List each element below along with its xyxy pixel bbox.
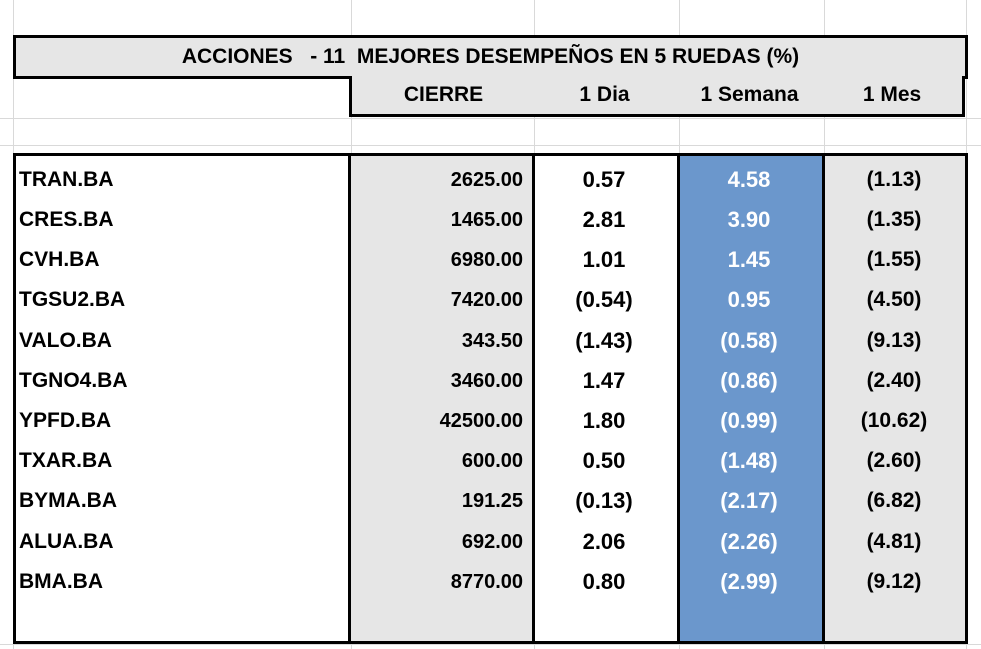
- day-cell: 2.81: [582, 207, 626, 232]
- month-cell: (1.55): [866, 248, 922, 271]
- ticker-cell: BMA.BA: [19, 570, 103, 593]
- day-cell: 0.57: [582, 167, 626, 192]
- header-week[interactable]: 1 Semana: [677, 76, 825, 117]
- header-day[interactable]: 1 Dia: [532, 76, 680, 117]
- column-divider: [822, 156, 825, 641]
- column-divider: [348, 156, 351, 641]
- month-cell: (2.40): [866, 369, 922, 392]
- week-cell: 1.45: [727, 247, 771, 272]
- ticker-cell: CVH.BA: [19, 248, 100, 271]
- week-cell: (2.26): [720, 529, 778, 554]
- day-cell: (0.54): [575, 287, 633, 312]
- table-row[interactable]: BMA.BA 8770.00 0.80 (2.99) (9.12): [16, 562, 965, 602]
- month-cell: (1.35): [866, 208, 922, 231]
- ticker-cell: VALO.BA: [19, 329, 112, 352]
- table-row[interactable]: TRAN.BA 2625.00 0.57 4.58 (1.13): [16, 160, 965, 200]
- day-cell: 0.80: [582, 569, 626, 594]
- data-frame: [13, 153, 968, 644]
- day-cell: (0.13): [575, 488, 633, 513]
- month-cell: (9.13): [866, 329, 922, 352]
- week-cell: (2.99): [720, 569, 778, 594]
- day-cell: 0.50: [582, 448, 626, 473]
- table-row[interactable]: TGNO4.BA 3460.00 1.47 (0.86) (2.40): [16, 361, 965, 401]
- table-row[interactable]: CVH.BA 6980.00 1.01 1.45 (1.55): [16, 240, 965, 280]
- month-cell: (1.13): [866, 168, 922, 191]
- table-row[interactable]: TXAR.BA 600.00 0.50 (1.48) (2.60): [16, 441, 965, 481]
- close-cell: 1465.00: [450, 208, 523, 231]
- close-cell: 692.00: [461, 530, 523, 553]
- table-row[interactable]: ALUA.BA 692.00 2.06 (2.26) (4.81): [16, 522, 965, 562]
- close-cell: 191.25: [461, 489, 523, 512]
- week-cell: 4.58: [727, 167, 771, 192]
- column-divider: [532, 156, 535, 641]
- gridline: [0, 118, 981, 119]
- ticker-cell: TXAR.BA: [19, 449, 113, 472]
- header-month[interactable]: 1 Mes: [822, 76, 965, 117]
- column-divider: [677, 156, 680, 641]
- week-cell: (0.86): [720, 368, 778, 393]
- month-column-bg: [824, 156, 965, 641]
- week-cell: 3.90: [727, 207, 771, 232]
- day-cell: 2.06: [582, 529, 626, 554]
- day-cell: 1.01: [582, 247, 626, 272]
- table-row[interactable]: TGSU2.BA 7420.00 (0.54) 0.95 (4.50): [16, 280, 965, 320]
- month-cell: (10.62): [860, 409, 928, 432]
- table-row[interactable]: CRES.BA 1465.00 2.81 3.90 (1.35): [16, 200, 965, 240]
- gridline: [0, 644, 981, 645]
- close-cell: 343.50: [461, 329, 523, 352]
- ticker-cell: TGSU2.BA: [19, 288, 126, 311]
- table-row[interactable]: BYMA.BA 191.25 (0.13) (2.17) (6.82): [16, 481, 965, 521]
- table-title: ACCIONES - 11 MEJORES DESEMPEÑOS EN 5 RU…: [13, 35, 968, 79]
- close-cell: 2625.00: [450, 168, 523, 191]
- month-cell: (6.82): [866, 489, 922, 512]
- ticker-cell: TGNO4.BA: [19, 369, 128, 392]
- ticker-cell: CRES.BA: [19, 208, 114, 231]
- close-cell: 8770.00: [450, 570, 523, 593]
- ticker-cell: TRAN.BA: [19, 168, 114, 191]
- close-cell: 7420.00: [450, 288, 523, 311]
- week-cell: (1.48): [720, 448, 778, 473]
- month-cell: (4.50): [866, 288, 922, 311]
- ticker-cell: ALUA.BA: [19, 530, 114, 553]
- table-row[interactable]: VALO.BA 343.50 (1.43) (0.58) (9.13): [16, 321, 965, 361]
- table-row[interactable]: YPFD.BA 42500.00 1.80 (0.99) (10.62): [16, 401, 965, 441]
- day-cell: 1.47: [582, 368, 626, 393]
- month-cell: (9.12): [866, 570, 922, 593]
- day-cell: 1.80: [582, 408, 626, 433]
- week-column-highlight: [679, 156, 824, 641]
- close-cell: 6980.00: [450, 248, 523, 271]
- header-close[interactable]: CIERRE: [349, 76, 538, 117]
- close-cell: 600.00: [461, 449, 523, 472]
- day-cell: (1.43): [575, 328, 633, 353]
- month-cell: (4.81): [866, 530, 922, 553]
- close-cell: 3460.00: [450, 369, 523, 392]
- week-cell: (0.58): [720, 328, 778, 353]
- month-cell: (2.60): [866, 449, 922, 472]
- week-cell: (0.99): [720, 408, 778, 433]
- gridline: [0, 145, 981, 146]
- close-column-bg: [351, 156, 534, 641]
- close-cell: 42500.00: [439, 409, 523, 432]
- ticker-cell: YPFD.BA: [19, 409, 112, 432]
- week-cell: (2.17): [720, 488, 778, 513]
- week-cell: 0.95: [727, 287, 771, 312]
- ticker-cell: BYMA.BA: [19, 489, 117, 512]
